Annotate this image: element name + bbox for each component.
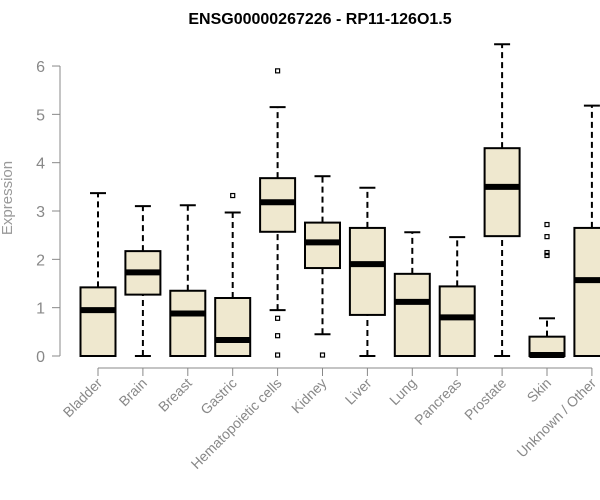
box-body — [169, 289, 207, 357]
x-tick-label: Bladder — [60, 375, 106, 421]
outlier-point — [544, 252, 550, 259]
y-axis-label: Expression — [0, 161, 16, 235]
box-hematopoietic-cells — [259, 68, 297, 358]
box-kidney — [304, 175, 341, 358]
box-unknown-other — [573, 104, 600, 357]
outlier-point — [230, 192, 236, 199]
box-skin — [528, 221, 566, 359]
y-tick-label: 4 — [36, 156, 45, 173]
outlier-point — [275, 68, 281, 74]
box-body — [483, 147, 521, 238]
x-tick-label: Liver — [342, 375, 375, 408]
outlier-point — [544, 249, 550, 256]
y-tick-label: 6 — [36, 59, 45, 76]
box-body — [438, 285, 476, 357]
chart-title: ENSG00000267226 - RP11-126O1.5 — [188, 11, 451, 28]
y-tick-label: 1 — [36, 301, 45, 318]
box-body — [214, 297, 252, 357]
x-tick-label: Breast — [155, 375, 195, 415]
box-body — [348, 226, 386, 316]
box-pancreas — [438, 236, 476, 357]
box-brain — [124, 205, 162, 357]
y-tick-label: 2 — [36, 252, 45, 269]
box-group — [79, 43, 600, 359]
box-gastric — [214, 192, 252, 357]
y-axis: 0 1 2 3 4 5 6 — [36, 59, 61, 366]
box-liver — [348, 186, 386, 357]
x-tick-label: Brain — [116, 375, 150, 409]
outlier-point — [319, 352, 326, 358]
x-tick-label: Kidney — [288, 375, 330, 417]
x-tick-label: Lung — [386, 375, 419, 408]
x-tick-label: Unknown / Other — [513, 375, 599, 461]
y-tick-label: 3 — [36, 204, 45, 221]
box-bladder — [79, 192, 117, 357]
x-tick-label: Prostate — [461, 375, 509, 423]
outlier-point — [544, 221, 550, 228]
y-tick-label: 0 — [36, 349, 45, 366]
box-breast — [169, 204, 207, 357]
box-body — [393, 272, 431, 357]
x-tick-label: Pancreas — [411, 375, 464, 428]
outlier-point — [275, 352, 281, 358]
box-prostate — [483, 43, 521, 357]
box-lung — [393, 231, 431, 357]
box-body — [573, 226, 600, 357]
x-tick-label: Gastric — [197, 375, 240, 418]
outlier-point — [275, 333, 281, 339]
y-tick-label: 5 — [36, 107, 45, 124]
outlier-point — [275, 315, 281, 321]
x-tick-label: Skin — [524, 375, 555, 406]
box-body — [79, 286, 117, 357]
outlier-point — [544, 234, 550, 240]
